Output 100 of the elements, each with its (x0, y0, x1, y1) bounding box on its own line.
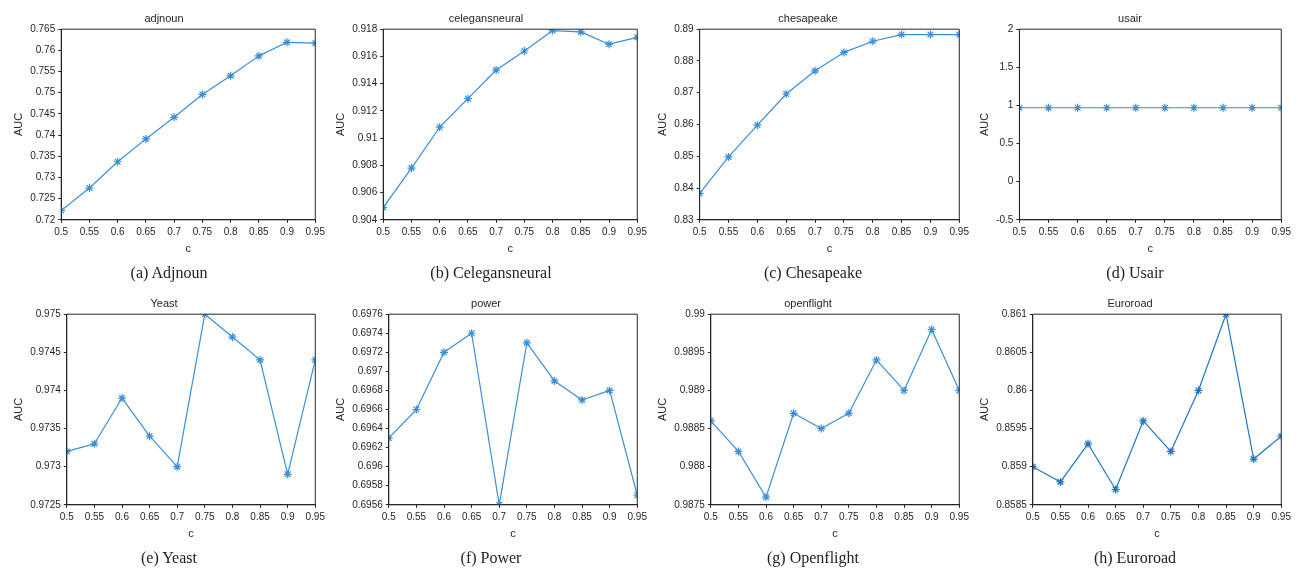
x-tick-label: 0.5 (381, 510, 397, 522)
point (871, 355, 882, 365)
point (197, 89, 207, 100)
x-tick-label: 0.55 (728, 510, 749, 522)
text: (f) Power (460, 549, 522, 567)
point (549, 376, 560, 386)
y-tick-label: 0.86 (674, 118, 695, 130)
point (282, 37, 292, 47)
y-tick-label: 0.9885 (674, 422, 706, 434)
y-tick-label: 0.745 (30, 107, 56, 119)
x-tick-label: 0.95 (1271, 225, 1292, 237)
x-tick-label: 0.8 (865, 225, 881, 237)
chart-title: chesapeake (778, 11, 838, 24)
x-tick-label: 0.85 (250, 510, 271, 522)
chart-title: adjnoun (144, 11, 184, 24)
point (604, 39, 614, 49)
x-tick-label: 0.5 (1025, 510, 1041, 522)
y-tick-label: 0.735 (30, 150, 56, 162)
y-tick-label: 0.84 (674, 181, 695, 193)
y-tick-label: 0.6976 (352, 307, 384, 319)
point (723, 152, 734, 162)
y-tick-label: 0.9745 (30, 346, 62, 358)
y-tick-label: 0.89 (674, 22, 695, 34)
point (752, 120, 762, 130)
point (1083, 439, 1093, 449)
point (761, 492, 771, 502)
x-tick-label: 0.95 (1271, 510, 1292, 522)
text: (b) Celegansneural (430, 264, 552, 282)
point (1166, 446, 1176, 457)
y-tick-label: 0.76 (35, 44, 56, 56)
y-tick-label: 0.74 (35, 128, 56, 140)
y-tick-label: 0.86 (1007, 384, 1028, 396)
x-tick-label: 0.9 (1246, 510, 1262, 522)
y-tick-label: 0.6968 (352, 384, 384, 396)
x-tick-label: 0.7 (808, 225, 823, 237)
x-tick-label: 0.6 (437, 510, 452, 522)
y-tick-label: 0.88 (674, 54, 695, 66)
y-tick-label: 0.765 (30, 22, 56, 34)
x-axis-title: c (188, 527, 195, 540)
y-tick-label: 0.6966 (352, 403, 384, 415)
x-tick-label: 0.6 (432, 225, 448, 237)
y-tick-label: 0.906 (352, 186, 378, 198)
y-tick-label: 1.5 (999, 61, 1014, 73)
chart-title: usair (1118, 11, 1143, 24)
text: (d) Usair (1106, 264, 1164, 282)
chart-title: power (471, 296, 502, 309)
point (435, 122, 445, 132)
x-tick-label: 0.55 (79, 225, 100, 237)
x-tick-label: 0.6 (750, 225, 765, 237)
y-tick-label: 0.973 (35, 460, 62, 472)
x-axis-title: c (1147, 242, 1154, 255)
x-tick-label: 0.75 (839, 510, 859, 522)
y-tick-label: 0.83 (674, 213, 695, 225)
x-axis-title: c (507, 242, 514, 255)
x-tick-label: 0.6 (1070, 225, 1085, 237)
point (89, 439, 99, 449)
y-tick-label: 0.755 (30, 65, 56, 77)
point (522, 338, 532, 348)
x-tick-label: 0.8 (545, 225, 560, 237)
x-axis-title: c (510, 527, 517, 540)
point (896, 30, 907, 40)
x-tick-label: 0.7 (1136, 510, 1151, 522)
x-tick-label: 0.65 (1105, 510, 1126, 522)
point (411, 404, 421, 415)
point (810, 66, 820, 76)
y-tick-label: 0.72 (35, 213, 56, 225)
x-tick-label: 0.8 (547, 510, 562, 522)
y-axis-title: AUC (333, 397, 346, 422)
x-tick-label: 0.5 (703, 510, 719, 522)
x-tick-label: 0.8 (1187, 225, 1202, 237)
y-tick-label: 0.6972 (352, 346, 384, 358)
x-tick-label: 0.55 (406, 510, 427, 522)
point (605, 385, 615, 396)
y-tick-label: 0.696 (357, 460, 384, 472)
point (145, 431, 155, 441)
y-axis-title: AUC (11, 112, 24, 137)
x-tick-label: 0.55 (1038, 225, 1059, 237)
x-tick-label: 0.5 (59, 510, 75, 522)
y-tick-label: 0.861 (1001, 307, 1028, 319)
y-tick-label: 0.6958 (352, 479, 384, 491)
x-tick-label: 0.6 (115, 510, 130, 522)
point (899, 385, 909, 396)
x-tick-label: 0.8 (869, 510, 884, 522)
point (1111, 484, 1121, 495)
x-tick-label: 0.85 (891, 225, 912, 237)
x-tick-label: 0.65 (461, 510, 482, 522)
x-tick-label: 0.7 (1128, 225, 1144, 237)
point (1138, 416, 1148, 426)
y-axis-title: AUC (11, 397, 24, 422)
chart-title: Yeast (150, 296, 178, 309)
y-tick-label: 0.87 (674, 86, 695, 98)
y-tick-label: 0.85 (674, 150, 695, 162)
y-tick-label: 0.9735 (30, 422, 62, 434)
x-tick-label: 0.75 (834, 225, 855, 237)
x-tick-label: 0.65 (776, 225, 797, 237)
point (1055, 477, 1065, 487)
x-tick-label: 0.85 (249, 225, 269, 237)
y-tick-label: 0.988 (679, 460, 706, 472)
y-tick-label: 0.904 (352, 213, 378, 225)
point (491, 65, 501, 75)
